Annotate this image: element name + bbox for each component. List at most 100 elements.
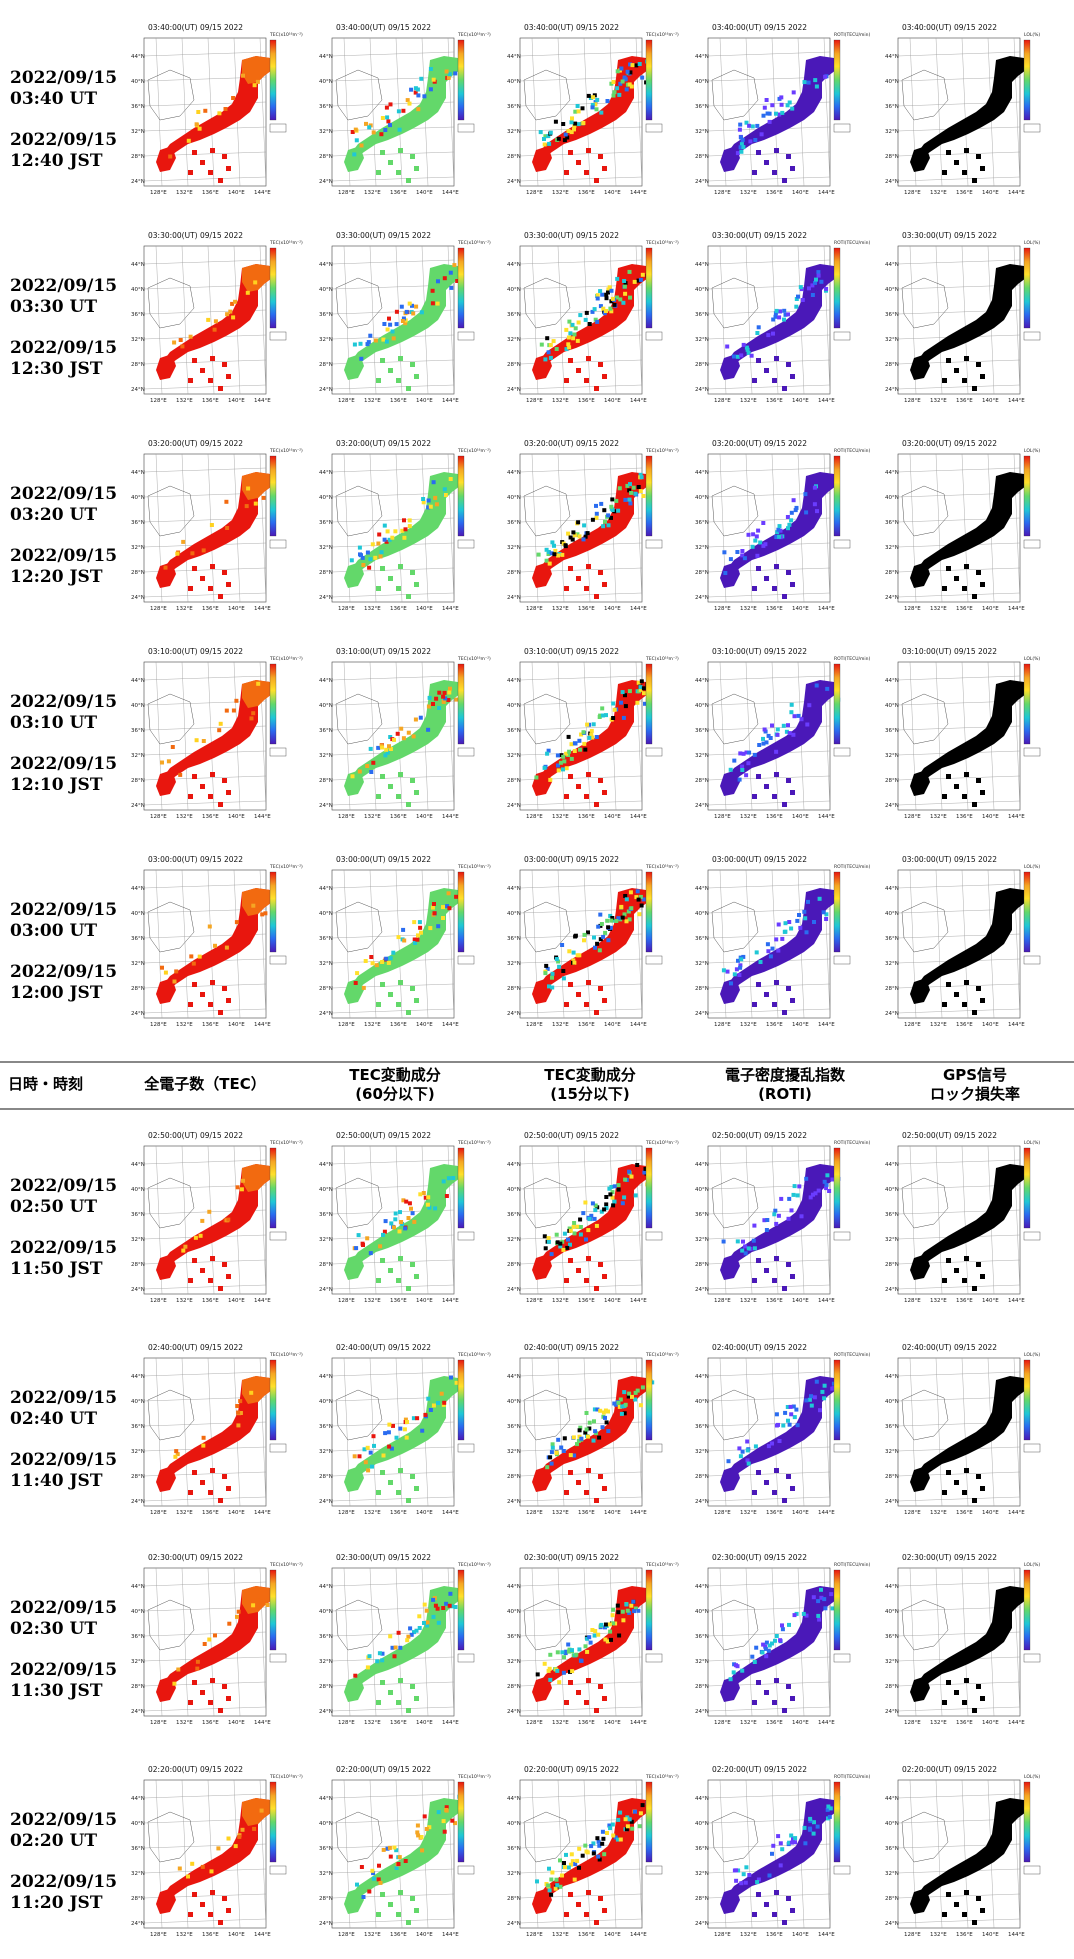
map-speckle [201,548,206,553]
panel-title: 03:20:00(UT) 09/15 2022 [902,439,997,448]
lat-tick-label: 40°N [319,1399,333,1405]
island-station [192,982,197,987]
map-speckle [186,1874,190,1879]
island-station [218,1286,223,1291]
lon-tick-label: 140°E [792,1720,809,1726]
map-speckle [583,317,588,322]
map-speckle [546,1239,551,1244]
lat-tick-label: 36°N [695,1634,709,1640]
map-speckle [609,918,614,923]
map-speckle [432,902,436,906]
legend-box [269,1653,287,1663]
map-speckle [741,954,746,959]
japan-data-fill [164,1586,272,1688]
map-speckle [606,513,611,518]
map-speckle [604,1420,609,1425]
map-speckle [576,320,581,325]
panel-title: 02:50:00(UT) 09/15 2022 [902,1131,997,1140]
island-station [786,1262,791,1267]
map-speckle [571,950,576,955]
island-station [962,1490,967,1495]
map-speckle [253,1379,258,1384]
map-speckle [821,910,826,915]
map-speckle [392,1225,396,1230]
map-speckle [816,270,821,275]
island-station [564,1490,569,1495]
colorbar-unit: TEC(x10¹⁶m⁻²) [269,1140,303,1146]
map-speckle [584,1411,589,1415]
map-speckle [758,960,763,964]
lon-tick-label: 136°E [766,606,783,612]
kyushu-data-fill [720,978,740,1004]
parallel-line [707,384,831,390]
lat-tick-label: 44°N [885,1162,899,1168]
map-speckle [814,84,819,89]
parallel-line [143,259,267,265]
island-station [942,794,947,799]
map-speckle [370,1868,375,1873]
panel-title: 03:10:00(UT) 09/15 2022 [902,647,997,656]
island-station [976,154,981,159]
map-speckle [581,730,586,735]
island-station [962,1278,967,1283]
header-dtec15-line1: TEC変動成分 [544,1066,636,1084]
map-speckle [547,141,552,146]
parallel-line [331,1008,455,1014]
map-speckle [824,912,829,917]
lon-tick-label: 128°E [714,398,731,404]
japan-data-fill [352,1376,460,1478]
island-station [586,1468,591,1473]
map-speckle [228,309,233,314]
island-station [376,170,381,175]
island-station [222,570,227,575]
panel-title: 02:20:00(UT) 09/15 2022 [336,1765,431,1774]
lat-tick-label: 44°N [695,1584,709,1590]
meridian-line [961,1567,969,1717]
island-station [790,1696,795,1701]
map-speckle [807,286,811,291]
island-station [946,358,951,363]
map-speckle [815,509,819,514]
island-station [602,1908,607,1913]
map-speckle [620,690,625,695]
island-station [210,980,215,985]
panel-title: 03:40:00(UT) 09/15 2022 [148,23,243,32]
map-speckle [829,1592,834,1597]
map-speckle [601,306,606,311]
island-station [942,586,947,591]
map-speckle [819,1595,824,1600]
map-speckle [441,905,445,910]
korea-coastline [335,901,383,953]
map-speckle [378,1244,383,1249]
map-speckle [745,1448,750,1453]
lon-tick-label: 132°E [930,606,947,612]
map-speckle [777,112,782,117]
map-speckle [601,524,606,529]
map-panel-lol: 03:00:00(UT) 09/15 2022 LOL(%) 44°N 40°N 36°… [884,852,1062,1042]
map-speckle [545,751,550,756]
lon-tick-label: 128°E [714,1932,731,1938]
island-station [954,160,959,165]
map-speckle [558,1884,563,1889]
map-speckle [550,985,555,990]
map-speckle [393,1645,398,1650]
lat-tick-label: 28°N [131,986,145,992]
map-speckle [598,713,603,718]
parallel-line [897,467,1021,473]
panel-title: 02:50:00(UT) 09/15 2022 [524,1131,619,1140]
map-speckle [166,759,171,764]
map-speckle [432,911,437,916]
map-speckle [737,777,742,782]
map-speckle [387,1422,392,1427]
map-speckle [189,954,194,959]
map-speckle [399,1220,404,1224]
lat-tick-label: 40°N [885,495,899,501]
island-station [222,1262,227,1267]
map-speckle [434,696,439,701]
map-speckle [600,1841,605,1846]
map-speckle [371,1876,376,1881]
map-speckle [754,950,759,955]
map-speckle [613,1835,618,1840]
legend-box [1023,1865,1041,1875]
lon-tick-label: 136°E [578,398,595,404]
